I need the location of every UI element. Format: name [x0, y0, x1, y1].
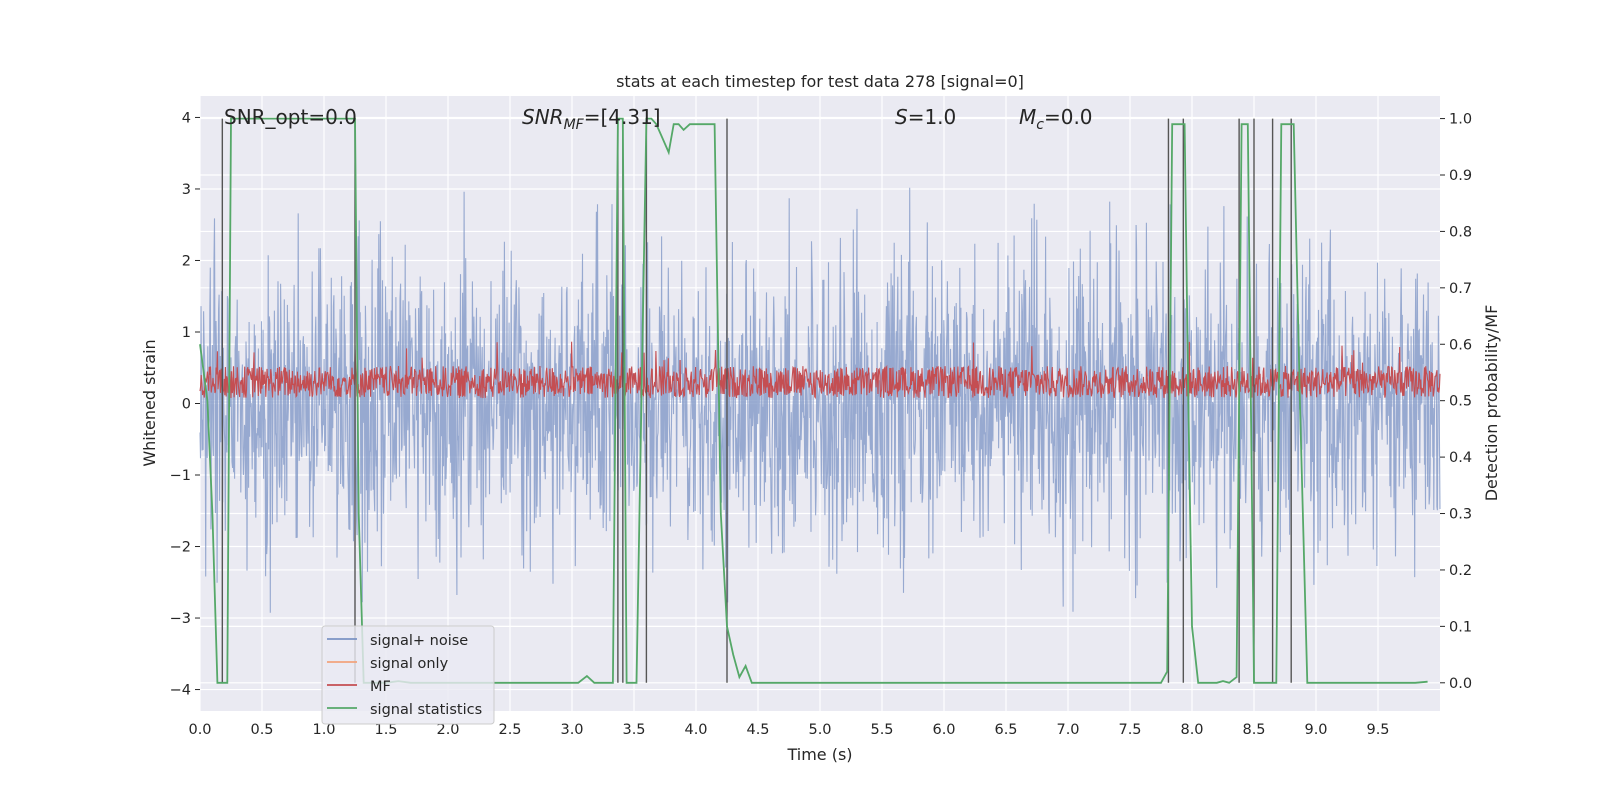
x-tick-label: 7.5 [1118, 722, 1141, 738]
x-tick-label: 2.0 [436, 722, 459, 738]
annotation-s: S=1.0 [895, 105, 956, 129]
y-tick-label-right: 0.2 [1449, 563, 1472, 579]
axis-ticks: 0.0 0.5 1.0 1.5 2.0 2.5 3.0 3.5 4.0 4.5 5.0 5.5 6.0 6… [170, 110, 1472, 738]
y-tick-label-right: 0.4 [1449, 450, 1472, 466]
x-tick-label: 4.5 [746, 722, 769, 738]
x-tick-label: 5.5 [870, 722, 893, 738]
x-tick-label: 1.0 [312, 722, 335, 738]
y-tick-label-left: −3 [170, 611, 191, 627]
legend-label: signal+ noise [370, 633, 468, 649]
y-tick-label-left: 3 [182, 182, 191, 198]
annotation-mc: Mc=0.0 [1019, 105, 1093, 133]
y-tick-label-right: 0.9 [1449, 168, 1472, 184]
series-mf [199, 341, 1441, 400]
y-tick-label-left: −2 [170, 540, 191, 556]
x-tick-label: 4.0 [684, 722, 707, 738]
y-axis-label-right: Detection probability/MF [1482, 305, 1501, 502]
x-tick-label: 1.5 [374, 722, 397, 738]
y-tick-label-right: 0.8 [1449, 224, 1472, 240]
y-tick-label-left: 0 [182, 397, 191, 413]
chart-title: stats at each timestep for test data 278… [616, 72, 1024, 91]
y-tick-label-right: 1.0 [1449, 112, 1472, 128]
x-tick-label: 2.5 [498, 722, 521, 738]
y-tick-label-left: 4 [182, 110, 191, 126]
y-tick-label-right: 0.3 [1449, 507, 1472, 523]
y-tick-label-left: −4 [170, 683, 191, 699]
y-tick-label-right: 0.0 [1449, 676, 1472, 692]
annotation-snr-opt: SNR_opt=0.0 [224, 105, 357, 129]
x-tick-label: 3.5 [622, 722, 645, 738]
legend-label: signal only [370, 656, 449, 672]
legend-entry: signal only [327, 656, 449, 672]
legend-box [321, 625, 495, 725]
x-tick-label: 7.0 [1056, 722, 1079, 738]
y-tick-label-right: 0.7 [1449, 281, 1472, 297]
x-tick-label: 6.0 [932, 722, 955, 738]
legend: signal+ noise signal only MF signal stat… [321, 625, 495, 725]
x-tick-label: 0.5 [250, 722, 273, 738]
x-tick-label: 8.0 [1180, 722, 1203, 738]
x-tick-label: 3.0 [560, 722, 583, 738]
x-tick-label: 9.5 [1366, 722, 1389, 738]
y-tick-label-left: −1 [170, 468, 191, 484]
x-tick-label: 9.0 [1304, 722, 1327, 738]
legend-entry: signal+ noise [327, 633, 468, 649]
annotation-snr-mf: SNRMF=[4.31] [522, 105, 661, 133]
series-line-mf [199, 341, 1441, 400]
y-tick-label-left: 1 [182, 325, 191, 341]
y-tick-label-right: 0.5 [1449, 394, 1472, 410]
y-tick-label-right: 0.6 [1449, 337, 1472, 353]
x-tick-label: 8.5 [1242, 722, 1265, 738]
x-tick-label: 5.0 [808, 722, 831, 738]
legend-entry: MF [327, 679, 391, 695]
x-tick-label: 6.5 [994, 722, 1017, 738]
vertical-markers [221, 118, 1292, 683]
x-tick-label: 0.0 [188, 722, 211, 738]
legend-label: MF [370, 679, 391, 695]
x-axis-label: Time (s) [786, 745, 852, 764]
y-tick-label-right: 0.1 [1449, 619, 1472, 635]
legend-entry: signal statistics [327, 702, 482, 718]
legend-label: signal statistics [370, 702, 482, 718]
y-axis-label-left: Whitened strain [140, 339, 159, 466]
y-tick-label-left: 2 [182, 253, 191, 269]
